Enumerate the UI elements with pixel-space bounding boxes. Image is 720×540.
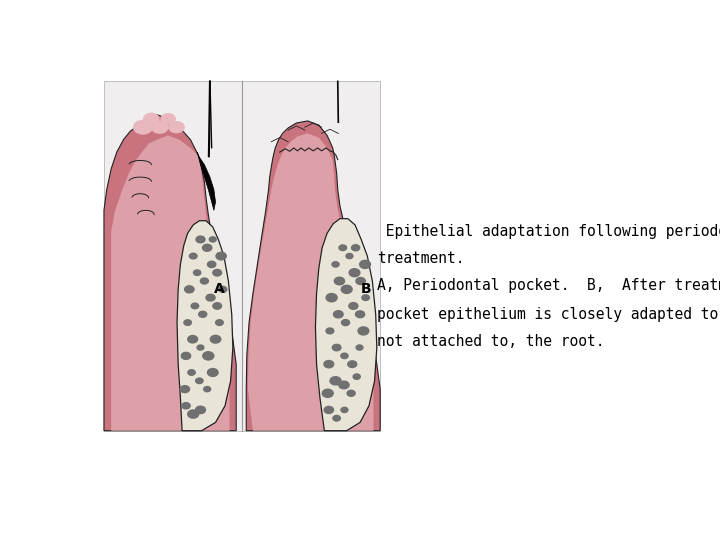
Circle shape xyxy=(356,345,363,350)
Polygon shape xyxy=(197,152,215,210)
Circle shape xyxy=(349,269,360,276)
Circle shape xyxy=(333,415,341,421)
Circle shape xyxy=(348,361,356,368)
Polygon shape xyxy=(104,114,236,431)
Circle shape xyxy=(210,237,216,242)
Circle shape xyxy=(356,311,364,318)
Text: B: B xyxy=(361,282,372,296)
Circle shape xyxy=(339,245,346,251)
Circle shape xyxy=(362,295,369,300)
Circle shape xyxy=(341,353,348,359)
Circle shape xyxy=(188,410,199,418)
Circle shape xyxy=(219,286,227,292)
Circle shape xyxy=(196,406,205,414)
Circle shape xyxy=(341,285,352,293)
Circle shape xyxy=(184,320,192,326)
Circle shape xyxy=(196,236,205,243)
Circle shape xyxy=(206,294,215,301)
Circle shape xyxy=(338,381,349,389)
Circle shape xyxy=(150,120,168,134)
Circle shape xyxy=(356,278,365,285)
Text: not attached to, the root.: not attached to, the root. xyxy=(377,334,605,349)
Circle shape xyxy=(180,386,189,393)
Circle shape xyxy=(200,278,208,284)
Circle shape xyxy=(213,269,222,276)
Circle shape xyxy=(188,370,195,375)
Circle shape xyxy=(323,389,333,397)
Circle shape xyxy=(207,369,218,376)
Circle shape xyxy=(199,311,207,318)
Circle shape xyxy=(191,303,199,309)
FancyBboxPatch shape xyxy=(104,82,380,431)
Circle shape xyxy=(143,113,160,125)
Circle shape xyxy=(358,327,369,335)
Circle shape xyxy=(333,310,343,318)
Circle shape xyxy=(330,377,341,385)
Circle shape xyxy=(347,390,355,396)
Circle shape xyxy=(351,245,360,251)
Text: Epithelial adaptation following periodontal: Epithelial adaptation following periodon… xyxy=(377,224,720,239)
Circle shape xyxy=(203,352,214,360)
Polygon shape xyxy=(315,219,377,431)
Circle shape xyxy=(213,303,222,309)
Circle shape xyxy=(196,378,203,383)
Circle shape xyxy=(197,345,204,350)
Circle shape xyxy=(353,374,360,379)
Text: pocket epithelium is closely adapted to, but: pocket epithelium is closely adapted to,… xyxy=(377,307,720,322)
Circle shape xyxy=(181,403,190,409)
Circle shape xyxy=(334,277,344,285)
Circle shape xyxy=(324,361,333,368)
Circle shape xyxy=(349,302,358,309)
Circle shape xyxy=(210,335,221,343)
Text: A, Periodontal pocket.  B,  After treatment.  The: A, Periodontal pocket. B, After treatmen… xyxy=(377,278,720,293)
Circle shape xyxy=(194,270,201,275)
Circle shape xyxy=(189,253,197,259)
Circle shape xyxy=(168,121,185,133)
Circle shape xyxy=(188,335,197,343)
Circle shape xyxy=(341,320,350,326)
Polygon shape xyxy=(111,136,230,431)
Polygon shape xyxy=(246,121,380,431)
Circle shape xyxy=(333,345,341,351)
Circle shape xyxy=(215,320,223,326)
Circle shape xyxy=(133,120,153,134)
Polygon shape xyxy=(248,133,374,431)
Circle shape xyxy=(202,244,212,251)
Circle shape xyxy=(207,261,216,267)
Circle shape xyxy=(326,328,334,334)
Circle shape xyxy=(204,387,211,392)
Circle shape xyxy=(346,253,353,259)
Circle shape xyxy=(184,286,194,293)
Polygon shape xyxy=(177,221,233,431)
Circle shape xyxy=(332,262,339,267)
Circle shape xyxy=(341,407,348,413)
Circle shape xyxy=(324,407,333,414)
Text: A: A xyxy=(214,282,225,296)
Circle shape xyxy=(326,294,337,302)
Text: treatment.: treatment. xyxy=(377,251,465,266)
Circle shape xyxy=(216,252,226,260)
Circle shape xyxy=(360,260,371,268)
Circle shape xyxy=(161,113,176,125)
Circle shape xyxy=(181,353,191,359)
